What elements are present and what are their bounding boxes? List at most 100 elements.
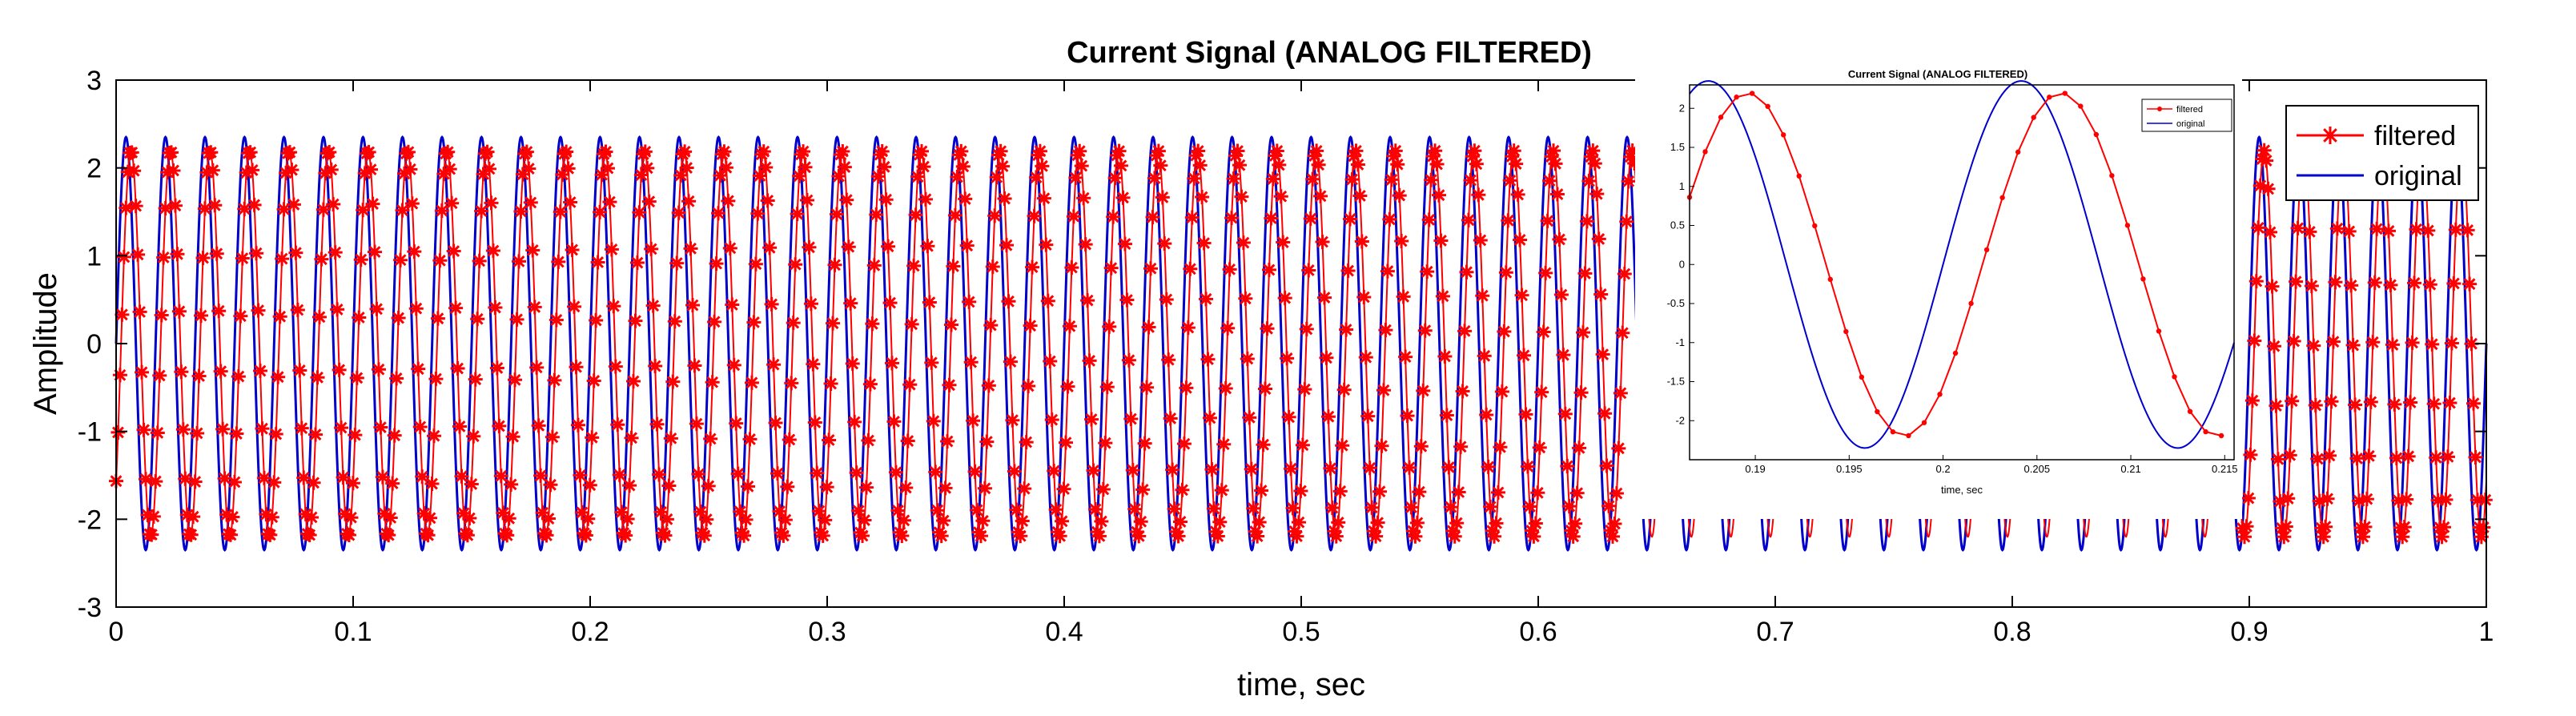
filtered-marker <box>284 163 299 178</box>
filtered-marker <box>1489 516 1504 531</box>
filtered-marker <box>2365 335 2381 350</box>
filtered-marker <box>1573 385 1589 400</box>
filtered-marker <box>1548 156 1563 171</box>
filtered-marker <box>1408 529 1423 544</box>
filtered-marker <box>2466 396 2482 411</box>
filtered-marker <box>2397 520 2412 535</box>
x-tick-label: 0.6 <box>1519 617 1557 647</box>
filtered-marker <box>2357 519 2373 534</box>
filtered-marker <box>440 144 456 159</box>
filtered-marker <box>942 377 957 392</box>
filtered-marker <box>136 422 151 437</box>
filtered-marker <box>1429 157 1445 172</box>
filtered-marker <box>430 311 445 326</box>
filtered-marker <box>2363 394 2378 409</box>
filtered-marker <box>1102 319 1117 334</box>
filtered-marker <box>1481 459 1496 474</box>
filtered-marker <box>462 511 477 526</box>
filtered-marker <box>1502 173 1517 188</box>
filtered-marker <box>389 371 404 386</box>
filtered-marker <box>223 527 239 542</box>
filtered-marker <box>926 413 941 428</box>
y-tick-label: -2 <box>78 505 102 535</box>
filtered-marker <box>1019 435 1034 450</box>
filtered-marker <box>450 361 465 376</box>
filtered-marker <box>1204 462 1220 477</box>
filtered-marker <box>1510 187 1525 202</box>
filtered-marker <box>1340 263 1356 279</box>
filtered-marker <box>2387 396 2402 412</box>
filtered-marker <box>2401 449 2416 464</box>
filtered-marker <box>371 362 386 377</box>
filtered-marker <box>1161 352 1176 368</box>
filtered-marker <box>1252 514 1267 529</box>
filtered-marker <box>806 356 821 372</box>
filtered-marker <box>878 192 894 207</box>
inset-legend-filtered-marker <box>2157 107 2162 111</box>
filtered-marker <box>1398 349 1413 364</box>
filtered-marker <box>823 376 838 392</box>
filtered-marker <box>2478 493 2493 508</box>
y-tick-label: 0 <box>86 329 102 360</box>
filtered-marker <box>2328 275 2343 290</box>
filtered-marker <box>349 370 364 385</box>
filtered-marker <box>928 465 943 480</box>
filtered-marker <box>2367 275 2382 290</box>
filtered-marker <box>822 432 837 448</box>
filtered-marker <box>2325 334 2341 349</box>
filtered-marker <box>489 360 504 376</box>
filtered-marker <box>570 417 585 432</box>
filtered-marker <box>1095 481 1111 497</box>
filtered-marker <box>1370 515 1385 530</box>
filtered-marker <box>426 428 441 444</box>
filtered-marker <box>423 510 438 525</box>
filtered-marker <box>608 359 623 374</box>
filtered-marker <box>1078 237 1093 252</box>
filtered-marker <box>1137 436 1152 451</box>
filtered-marker <box>2425 336 2440 352</box>
filtered-marker <box>415 469 430 485</box>
filtered-marker <box>1320 409 1336 424</box>
y-tick-label: -1 <box>78 417 102 448</box>
filtered-marker <box>1579 214 1594 229</box>
filtered-marker <box>408 301 424 316</box>
filtered-marker <box>752 168 767 183</box>
filtered-marker <box>154 308 169 323</box>
inset-filtered-marker <box>1999 195 2005 200</box>
filtered-marker <box>1331 515 1346 530</box>
inset-plot-background <box>1690 85 2234 460</box>
filtered-marker <box>1280 351 1295 366</box>
filtered-marker <box>1437 348 1453 364</box>
filtered-marker <box>480 144 495 159</box>
filtered-marker <box>1155 190 1170 205</box>
filtered-marker <box>947 207 962 223</box>
x-tick-label: 0 <box>109 617 124 647</box>
filtered-marker <box>174 364 189 380</box>
filtered-marker <box>641 194 657 209</box>
filtered-marker <box>1212 514 1228 529</box>
filtered-marker <box>705 375 720 390</box>
filtered-marker <box>970 502 985 517</box>
filtered-marker <box>1441 460 1457 475</box>
filtered-marker <box>2269 398 2284 413</box>
filtered-marker <box>1098 436 1113 451</box>
inset-filtered-marker <box>1749 91 1755 96</box>
filtered-marker <box>326 197 341 212</box>
filtered-marker <box>1443 500 1458 515</box>
filtered-marker <box>1435 288 1450 304</box>
filtered-marker <box>286 197 301 212</box>
filtered-marker <box>1064 260 1079 276</box>
filtered-marker <box>1005 412 1020 428</box>
filtered-marker <box>111 424 126 440</box>
filtered-marker <box>1258 381 1273 396</box>
filtered-marker <box>792 168 807 183</box>
filtered-marker <box>1043 354 1058 369</box>
filtered-marker <box>420 528 436 543</box>
filtered-marker <box>866 258 882 273</box>
inset-filtered-marker <box>1859 374 1865 380</box>
filtered-marker <box>2286 334 2301 349</box>
filtered-marker <box>966 413 981 428</box>
filtered-marker <box>1409 515 1425 530</box>
filtered-marker <box>1082 353 1097 368</box>
